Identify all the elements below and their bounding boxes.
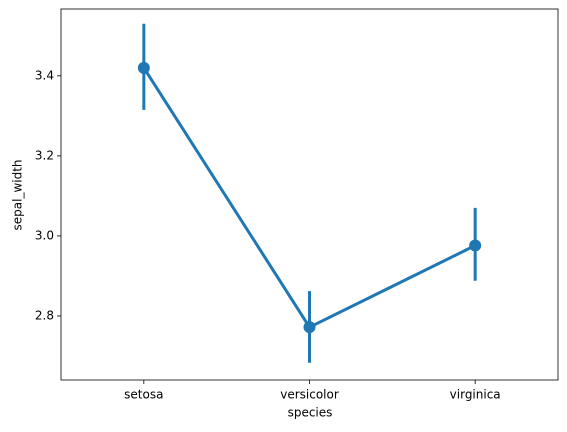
y-tick-label: 3.4: [35, 68, 54, 82]
plot-frame: [60, 8, 559, 381]
x-axis-label: species: [288, 406, 333, 420]
point: [137, 61, 150, 74]
point: [469, 239, 482, 252]
series-line: [142, 67, 476, 330]
y-tick-label: 3.0: [35, 228, 54, 242]
x-tick-label: setosa: [124, 388, 163, 402]
x-tick-label: virginica: [450, 388, 501, 402]
y-axis-label: sepal_width: [11, 159, 25, 230]
y-tick-label: 2.8: [35, 308, 54, 322]
point: [303, 321, 316, 334]
y-tick-label: 3.2: [35, 148, 54, 162]
x-tick-label: versicolor: [280, 388, 339, 402]
